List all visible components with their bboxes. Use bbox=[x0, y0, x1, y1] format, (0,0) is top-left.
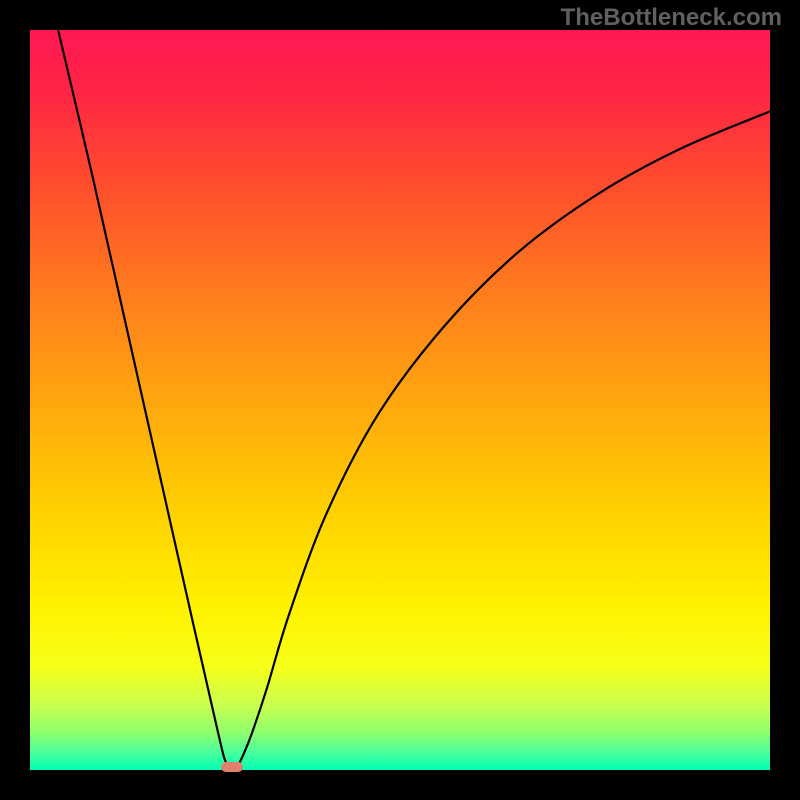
watermark-text: TheBottleneck.com bbox=[561, 4, 782, 32]
plot-area bbox=[30, 30, 770, 770]
curve-left-branch bbox=[58, 30, 228, 767]
chart-container: TheBottleneck.com bbox=[0, 0, 800, 800]
minimum-marker bbox=[221, 762, 243, 772]
bottleneck-curve bbox=[30, 30, 770, 770]
curve-right-branch bbox=[237, 111, 770, 767]
